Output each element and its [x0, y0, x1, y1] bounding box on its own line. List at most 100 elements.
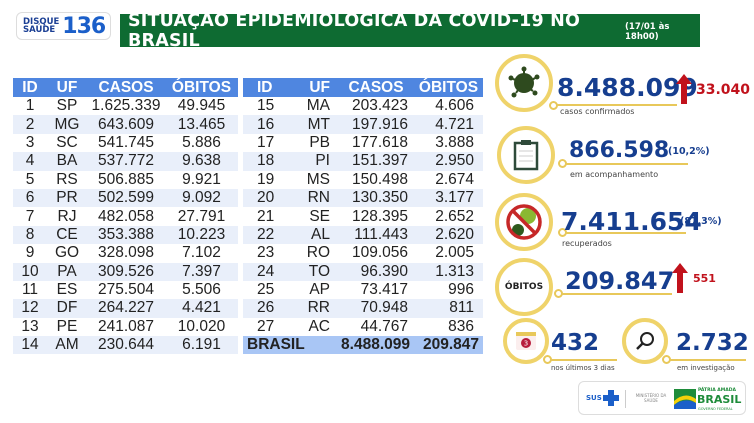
last3days-value: 432: [551, 330, 600, 356]
table-row: 1 SP 1.625.339 49.945: [13, 97, 238, 115]
cell-casos: 264.227: [87, 299, 165, 318]
cell-uf: RR: [293, 299, 338, 318]
up-arrow-icon: [676, 74, 692, 104]
monitoring-value: 866.598: [569, 138, 670, 163]
cell-id: 15: [257, 97, 275, 115]
cell-uf: BA: [47, 152, 87, 171]
cell-obitos: 2.950: [414, 152, 483, 171]
cell-id: 26: [243, 299, 293, 318]
cell-obitos: 3.888: [435, 133, 474, 151]
cell-obitos: 996: [448, 281, 474, 299]
logo-text-disque: DISQUE: [23, 17, 60, 27]
cell-casos: 482.058: [97, 207, 155, 225]
cell-uf: RN: [293, 188, 338, 208]
cell-obitos: 811: [414, 299, 483, 318]
deaths-delta: 551: [693, 272, 716, 285]
table-row: 15 MA 203.423 4.606: [243, 97, 483, 115]
cell-id: 12: [13, 299, 47, 318]
cell-uf: MT: [293, 115, 338, 134]
cell-id: 27: [257, 317, 275, 335]
table-row: 11 ES 275.504 5.506: [13, 281, 238, 299]
cell-casos: 537.772: [87, 152, 165, 171]
cell-id: 6: [13, 188, 47, 208]
cell-casos: 230.644: [87, 336, 165, 355]
investigation-value: 2.732: [676, 330, 749, 356]
cell-obitos: 3.177: [414, 188, 483, 208]
table-row: 4 BA 537.772 9.638: [13, 152, 238, 171]
cell-casos: 353.388: [87, 225, 165, 245]
cell-obitos: 27.791: [177, 207, 226, 225]
table-row: 5 RS 506.885 9.921: [13, 171, 238, 189]
cell-uf: PE: [56, 317, 78, 335]
cell-obitos: 6.191: [165, 336, 238, 355]
col-casos: CASOS: [338, 78, 414, 97]
cell-id: 25: [257, 281, 275, 299]
monitoring-percent: (10,2%): [668, 146, 710, 157]
cell-casos: 70.948: [338, 299, 414, 318]
table-row: 17 PB 177.618 3.888: [243, 134, 483, 152]
last3days-label: nos últimos 3 dias: [551, 364, 615, 372]
cell-uf: CE: [47, 225, 87, 245]
cell-uf: GO: [54, 244, 80, 262]
brand-name: BRASIL: [697, 393, 742, 406]
confirmed-value: 8.488.099: [557, 73, 698, 102]
cell-casos: 177.618: [351, 133, 408, 151]
cell-id: 10: [13, 262, 47, 281]
cell-obitos: 836: [448, 317, 474, 335]
cell-casos: 109.056: [351, 244, 408, 262]
cell-casos: 73.417: [360, 281, 408, 299]
table-row: 22 AL 111.443 2.620: [243, 225, 483, 245]
brand-top: PÁTRIA AMADA: [698, 388, 736, 393]
table-row: 7 RJ 482.058 27.791: [13, 207, 238, 225]
virus-icon: [495, 54, 553, 112]
table-row: 6 PR 502.599 9.092: [13, 188, 238, 208]
table-row: 18 PI 151.397 2.950: [243, 152, 483, 171]
col-obitos: ÓBITOS: [414, 78, 483, 97]
cell-uf: DF: [47, 299, 87, 318]
cell-id: 17: [257, 133, 275, 151]
total-obitos: 209.847: [414, 336, 483, 355]
brazil-flag-icon: [674, 389, 696, 409]
cell-obitos: 49.945: [177, 97, 226, 115]
table-row: 26 RR 70.948 811: [243, 299, 483, 318]
no-virus-icon: [495, 193, 553, 251]
cell-casos: 44.767: [360, 317, 408, 335]
cell-uf: PI: [293, 152, 338, 171]
cell-casos: 1.625.339: [91, 97, 161, 115]
cell-id: 1: [25, 97, 35, 115]
cell-obitos: 10.020: [177, 317, 226, 335]
table-row: 23 RO 109.056 2.005: [243, 244, 483, 262]
cell-casos: 541.745: [97, 133, 155, 151]
up-arrow-icon: [672, 263, 688, 293]
cell-id: 14: [13, 336, 47, 355]
cell-casos: 150.498: [351, 170, 408, 188]
monitoring-label: em acompanhamento: [570, 170, 659, 179]
cell-uf: AC: [308, 317, 330, 335]
col-id: ID: [13, 78, 47, 97]
cell-uf: ES: [56, 281, 78, 299]
cell-id: 4: [13, 152, 47, 171]
col-uf: UF: [293, 78, 338, 97]
states-table-right: ID UF CASOS ÓBITOS 15 MA 203.423 4.606 16 MT 1…: [243, 78, 483, 355]
cell-obitos: 2.620: [414, 225, 483, 245]
cell-obitos: 4.721: [414, 115, 483, 134]
table-row: 9 GO 328.098 7.102: [13, 244, 238, 262]
page-title: SITUAÇÃO EPIDEMIOLÓGICA DA COVID-19 NO B…: [128, 10, 581, 51]
cell-uf: RJ: [57, 207, 77, 225]
cell-obitos: 7.102: [182, 244, 221, 262]
cell-casos: 111.443: [338, 225, 414, 245]
cell-uf: RS: [56, 170, 78, 188]
cell-obitos: 2.005: [435, 244, 474, 262]
table-row: 19 MS 150.498 2.674: [243, 171, 483, 189]
cell-casos: 309.526: [87, 262, 165, 281]
cell-uf: TO: [293, 262, 338, 281]
cell-id: 16: [243, 115, 293, 134]
cell-obitos: 13.465: [165, 115, 238, 134]
cell-obitos: 10.223: [165, 225, 238, 245]
logo-text-saude: SAÚDE: [23, 25, 56, 35]
cell-id: 21: [257, 207, 275, 225]
table-row: 16 MT 197.916 4.721: [243, 115, 483, 134]
table-row: 24 TO 96.390 1.313: [243, 262, 483, 281]
cell-uf: AP: [309, 281, 330, 299]
total-row: BRASIL 8.488.099 209.847: [243, 336, 483, 355]
